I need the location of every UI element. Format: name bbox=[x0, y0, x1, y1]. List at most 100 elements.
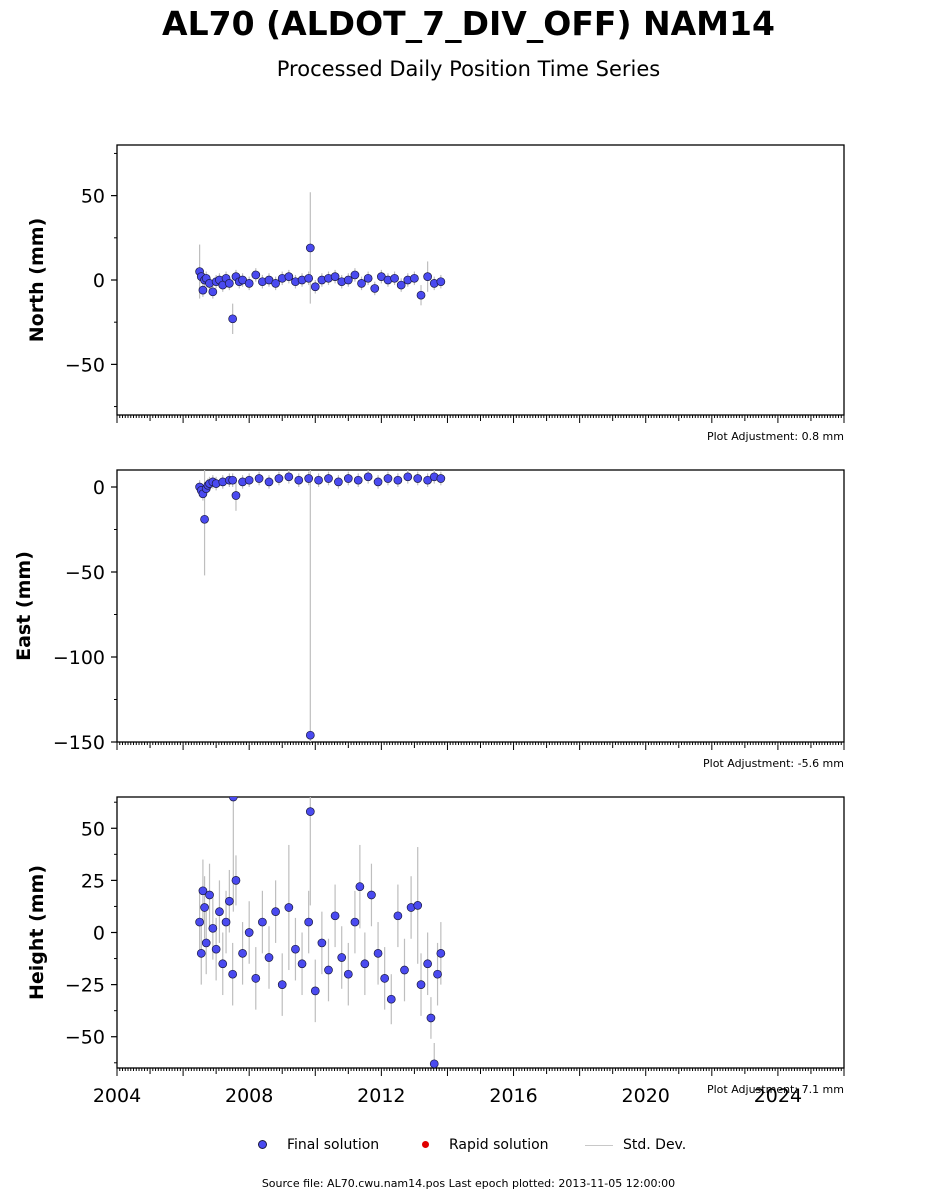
final-solution-point bbox=[400, 965, 409, 975]
final-solution-point bbox=[330, 911, 340, 921]
final-solution-point bbox=[305, 730, 315, 740]
final-solution-point bbox=[393, 911, 403, 921]
legend-final-label: Final solution bbox=[287, 1137, 380, 1153]
final-solution-point bbox=[200, 514, 209, 524]
final-solution-point bbox=[228, 314, 238, 324]
plot-frame-1 bbox=[116, 469, 845, 743]
final-solution-point bbox=[251, 270, 261, 280]
final-solution-point bbox=[208, 287, 218, 297]
final-solution-point bbox=[396, 280, 406, 290]
final-solution-point bbox=[284, 272, 294, 281]
y-axis-label: East (mm) bbox=[13, 551, 35, 661]
final-solution-point bbox=[221, 917, 231, 927]
final-solution-point bbox=[200, 903, 209, 912]
final-solution-point bbox=[380, 974, 390, 983]
legend-std: Std. Dev. bbox=[585, 1137, 686, 1153]
y-tick-label: 0 bbox=[93, 477, 105, 499]
chart-subtitle: Processed Daily Position Time Series bbox=[276, 57, 661, 81]
final-solution-point bbox=[215, 907, 224, 917]
final-solution-point bbox=[416, 980, 426, 989]
final-solution-point bbox=[314, 475, 323, 485]
y-tick-label: −25 bbox=[65, 975, 105, 997]
final-solution-point bbox=[390, 273, 399, 283]
legend-final: Final solution bbox=[258, 1137, 379, 1153]
final-solution-point bbox=[205, 890, 214, 900]
std-dev-line-icon bbox=[585, 1144, 613, 1146]
final-solution-point bbox=[294, 475, 304, 485]
x-tick-label: 2020 bbox=[622, 1085, 670, 1107]
final-solution-point bbox=[198, 285, 208, 295]
source-footer: Source file: AL70.cwu.nam14.pos Last epo… bbox=[261, 1177, 676, 1190]
final-solution-point bbox=[244, 475, 254, 485]
x-tick-label: 2012 bbox=[357, 1085, 405, 1107]
final-solution-point bbox=[225, 896, 234, 906]
final-solution-point bbox=[198, 886, 208, 896]
y-tick-label: 50 bbox=[81, 186, 105, 208]
final-solution-point bbox=[211, 944, 221, 954]
final-solution-point bbox=[324, 965, 333, 975]
rapid-solution-marker-icon bbox=[422, 1140, 429, 1148]
y-tick-label: 0 bbox=[93, 923, 105, 945]
final-solution-point bbox=[433, 969, 442, 979]
final-solution-point bbox=[238, 948, 247, 958]
final-solution-point bbox=[228, 797, 238, 802]
final-solution-point bbox=[231, 876, 241, 885]
final-solution-point bbox=[277, 980, 287, 989]
final-solution-point bbox=[324, 474, 333, 483]
final-solution-point bbox=[284, 472, 294, 482]
final-solution-point bbox=[195, 917, 204, 927]
final-solution-point bbox=[228, 969, 238, 979]
y-tick-label: 25 bbox=[81, 870, 105, 892]
final-solution-marker-icon bbox=[258, 1139, 267, 1149]
final-solution-point bbox=[310, 282, 320, 292]
final-solution-point bbox=[334, 477, 343, 487]
final-solution-point bbox=[429, 1059, 439, 1068]
final-solution-point bbox=[254, 474, 264, 483]
final-solution-point bbox=[201, 938, 211, 948]
final-solution-point bbox=[258, 917, 267, 927]
final-solution-point bbox=[403, 472, 413, 482]
final-solution-point bbox=[373, 948, 383, 958]
final-solution-point bbox=[304, 273, 314, 283]
final-solution-point bbox=[423, 959, 432, 969]
final-solution-point bbox=[410, 273, 419, 283]
final-solution-point bbox=[360, 959, 370, 969]
plot-adjustment: Plot Adjustment: 0.8 mm bbox=[707, 430, 844, 443]
y-axis-label: North (mm) bbox=[26, 218, 48, 343]
x-tick-label: 2004 bbox=[93, 1085, 141, 1107]
legend-rapid: Rapid solution bbox=[422, 1137, 549, 1153]
final-solution-point bbox=[196, 948, 206, 958]
legend-std-label: Std. Dev. bbox=[623, 1137, 687, 1153]
final-solution-point bbox=[271, 279, 280, 288]
final-solution-point bbox=[225, 279, 234, 288]
final-solution-point bbox=[317, 938, 327, 948]
final-solution-point bbox=[284, 903, 294, 912]
final-solution-point bbox=[350, 917, 360, 927]
y-tick-label: −150 bbox=[53, 732, 105, 754]
final-solution-point bbox=[304, 474, 314, 483]
final-solution-point bbox=[264, 953, 274, 962]
final-solution-point bbox=[228, 475, 238, 485]
final-solution-point bbox=[357, 279, 366, 288]
final-solution-point bbox=[305, 807, 315, 816]
final-solution-point bbox=[423, 272, 432, 281]
final-solution-point bbox=[291, 944, 300, 954]
final-solution-point bbox=[330, 272, 340, 281]
final-solution-point bbox=[370, 284, 380, 293]
final-solution-point bbox=[305, 243, 315, 253]
final-solution-point bbox=[393, 475, 403, 485]
final-solution-point bbox=[343, 275, 353, 285]
final-solution-point bbox=[383, 474, 393, 483]
y-tick-label: −50 bbox=[65, 354, 105, 376]
final-solution-point bbox=[353, 475, 363, 485]
final-solution-point bbox=[251, 974, 261, 983]
final-solution-point bbox=[436, 277, 446, 287]
final-solution-point bbox=[343, 474, 353, 483]
final-solution-point bbox=[413, 474, 423, 483]
x-tick-label: 2024 bbox=[754, 1085, 802, 1107]
final-solution-point bbox=[310, 986, 320, 996]
y-tick-label: −50 bbox=[65, 562, 105, 584]
final-solution-point bbox=[386, 994, 396, 1004]
final-solution-point bbox=[363, 273, 373, 283]
